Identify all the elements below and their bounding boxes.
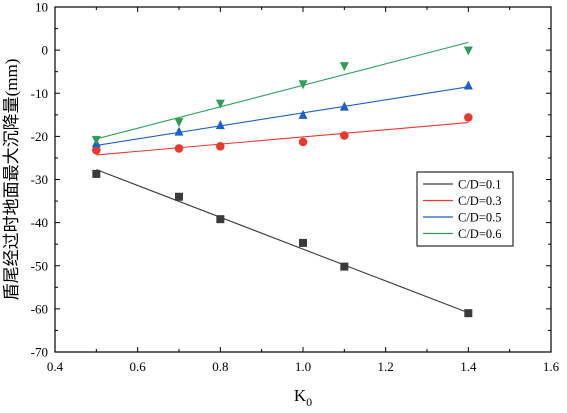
data-point-series-3 xyxy=(339,101,349,111)
data-point-series-2 xyxy=(174,144,184,153)
y-tick-label: -60 xyxy=(31,301,48,316)
data-point-series-2 xyxy=(340,131,349,140)
data-point-series-4 xyxy=(91,135,101,145)
x-axis-ticks: 0.4 0.6 0.8 1.0 1.2 1.4 1.6 xyxy=(47,7,560,374)
data-point-series-3 xyxy=(174,126,184,136)
data-point-series-3 xyxy=(298,109,308,119)
x-axis-label-main: K xyxy=(294,386,307,405)
x-axis-label: K0 xyxy=(294,386,312,408)
data-point-series-3 xyxy=(463,80,473,90)
y-tick-label: -50 xyxy=(31,258,48,273)
x-tick-label: 1.2 xyxy=(378,359,394,374)
legend-label-series-4: C/D=0.6 xyxy=(458,227,502,241)
x-tick-label: 1.0 xyxy=(295,359,311,374)
data-point-series-4 xyxy=(463,46,473,56)
y-tick-label: -70 xyxy=(31,345,48,360)
data-point-series-4 xyxy=(339,62,349,72)
data-point-series-1 xyxy=(299,238,307,247)
data-point-series-3 xyxy=(215,120,225,130)
data-point-series-1 xyxy=(340,262,349,271)
fit-line-series-4 xyxy=(96,41,469,140)
x-tick-label: 0.8 xyxy=(212,359,228,374)
data-markers xyxy=(91,46,473,318)
y-tick-label: -10 xyxy=(31,86,48,101)
data-point-series-4 xyxy=(215,99,225,109)
legend-label-series-1: C/D=0.1 xyxy=(458,178,502,192)
x-tick-label: 0.6 xyxy=(130,359,147,374)
data-point-series-1 xyxy=(92,169,101,178)
y-axis-label: 盾尾经过时地面最大沉降量(mm) xyxy=(2,59,21,301)
data-point-series-4 xyxy=(298,80,308,90)
data-point-series-1 xyxy=(464,309,473,318)
fit-line-series-1 xyxy=(96,169,469,314)
data-point-series-2 xyxy=(464,113,473,122)
data-point-series-1 xyxy=(175,192,183,201)
legend-label-series-3: C/D=0.5 xyxy=(458,211,502,225)
fit-line-series-2 xyxy=(96,122,469,156)
fit-lines xyxy=(96,41,469,314)
legend: C/D=0.1 C/D=0.3 C/D=0.5 C/D=0.6 xyxy=(416,171,514,247)
y-tick-label: -30 xyxy=(31,172,48,187)
x-tick-label: 1.4 xyxy=(460,359,477,374)
x-tick-label: 1.6 xyxy=(543,359,560,374)
y-tick-label: 0 xyxy=(42,43,49,58)
data-point-series-2 xyxy=(92,145,101,155)
data-point-series-4 xyxy=(174,118,184,128)
legend-label-series-2: C/D=0.3 xyxy=(458,194,502,208)
data-point-series-2 xyxy=(216,141,225,151)
y-tick-label: 10 xyxy=(35,0,48,15)
x-axis-label-subscript: 0 xyxy=(306,395,312,408)
data-point-series-2 xyxy=(298,137,308,147)
x-tick-label: 0.4 xyxy=(47,359,64,374)
y-tick-label: -40 xyxy=(31,215,48,230)
y-tick-label: -20 xyxy=(31,129,48,144)
y-axis-ticks: 10 0 -10 -20 -30 -40 -50 -60 -70 xyxy=(31,0,551,360)
fit-line-series-3 xyxy=(96,86,469,146)
data-point-series-1 xyxy=(216,215,225,224)
